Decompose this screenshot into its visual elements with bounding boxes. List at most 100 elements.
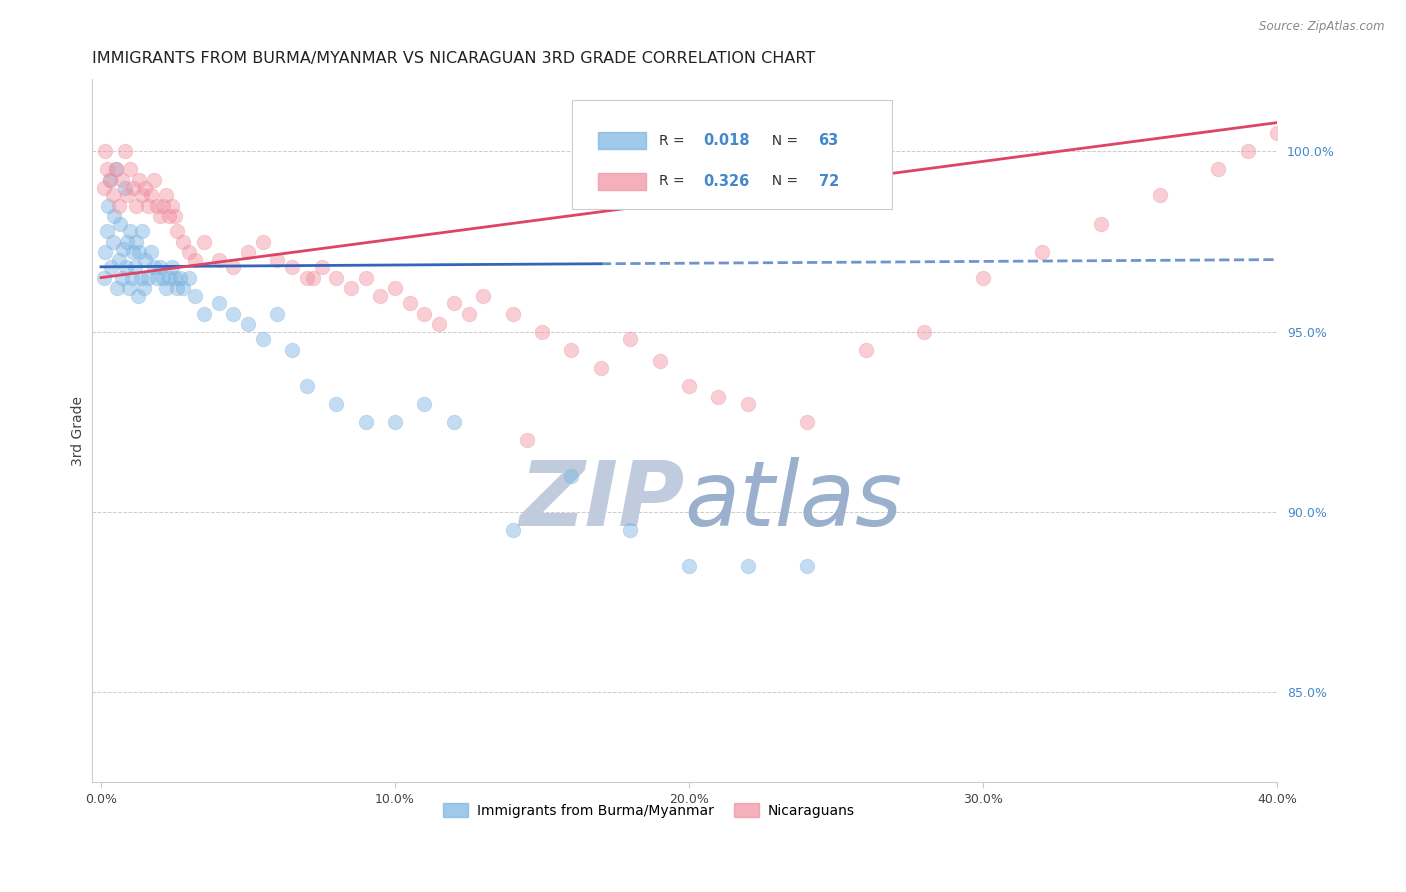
Text: 63: 63 [818,133,839,148]
Point [678,378,700,392]
Point [129,270,152,285]
Point [112,242,135,256]
Point [193,235,215,249]
Point [149,260,172,274]
Point [855,343,877,357]
Point [103,210,125,224]
Point [157,270,180,285]
Point [98,173,121,187]
Point [97,198,120,212]
Point [370,288,392,302]
Point [169,270,191,285]
Point [108,217,131,231]
Point [172,235,194,249]
Point [796,415,818,429]
Point [266,252,288,267]
Point [972,270,994,285]
Point [737,397,759,411]
Text: ZIP: ZIP [519,457,685,545]
Point [560,343,582,357]
Point [131,187,153,202]
Point [93,270,115,285]
Point [107,252,129,267]
Point [101,187,124,202]
Point [207,252,229,267]
Point [179,270,201,285]
Point [295,378,318,392]
Point [413,397,436,411]
Y-axis label: 3rd Grade: 3rd Grade [72,396,86,466]
Text: 0.326: 0.326 [703,174,749,189]
Point [136,270,159,285]
Point [737,559,759,574]
Point [193,307,215,321]
Point [122,245,145,260]
Point [142,173,165,187]
Point [160,260,183,274]
Text: IMMIGRANTS FROM BURMA/MYANMAR VS NICARAGUAN 3RD GRADE CORRELATION CHART: IMMIGRANTS FROM BURMA/MYANMAR VS NICARAG… [93,51,815,66]
Text: atlas: atlas [685,457,903,545]
Point [128,173,150,187]
Text: 72: 72 [818,174,839,189]
Point [152,270,174,285]
Point [301,270,323,285]
Point [166,224,188,238]
Point [139,187,162,202]
Point [122,180,145,194]
Point [589,360,612,375]
Point [155,281,177,295]
Point [121,270,143,285]
FancyBboxPatch shape [598,132,645,150]
Point [104,162,127,177]
Point [560,469,582,483]
Point [149,210,172,224]
Point [157,210,180,224]
Point [222,260,245,274]
Point [114,145,136,159]
Point [125,198,148,212]
Point [96,162,118,177]
Point [443,296,465,310]
Point [252,332,274,346]
Point [325,397,347,411]
Point [236,318,259,332]
Point [146,270,169,285]
Point [398,296,420,310]
Point [160,198,183,212]
Point [96,224,118,238]
Legend: Immigrants from Burma/Myanmar, Nicaraguans: Immigrants from Burma/Myanmar, Nicaragua… [436,796,862,824]
Point [128,245,150,260]
Point [1031,245,1053,260]
Point [222,307,245,321]
Point [124,260,146,274]
Point [100,260,122,274]
Point [127,288,149,302]
Point [107,198,129,212]
Point [443,415,465,429]
Point [110,270,132,285]
Point [236,245,259,260]
Point [105,281,128,295]
Point [678,559,700,574]
Point [179,245,201,260]
Point [648,353,671,368]
Point [155,187,177,202]
Point [340,281,363,295]
Point [252,235,274,249]
Point [120,224,142,238]
Point [207,296,229,310]
Text: Source: ZipAtlas.com: Source: ZipAtlas.com [1260,20,1385,33]
Text: R =: R = [658,134,689,148]
Point [1149,187,1171,202]
Point [134,180,156,194]
Point [413,307,436,321]
Text: N =: N = [763,175,803,188]
Point [384,281,406,295]
FancyBboxPatch shape [572,101,891,210]
Point [384,415,406,429]
Text: R =: R = [658,175,689,188]
Point [166,281,188,295]
Point [125,235,148,249]
Point [184,252,207,267]
Point [115,260,138,274]
